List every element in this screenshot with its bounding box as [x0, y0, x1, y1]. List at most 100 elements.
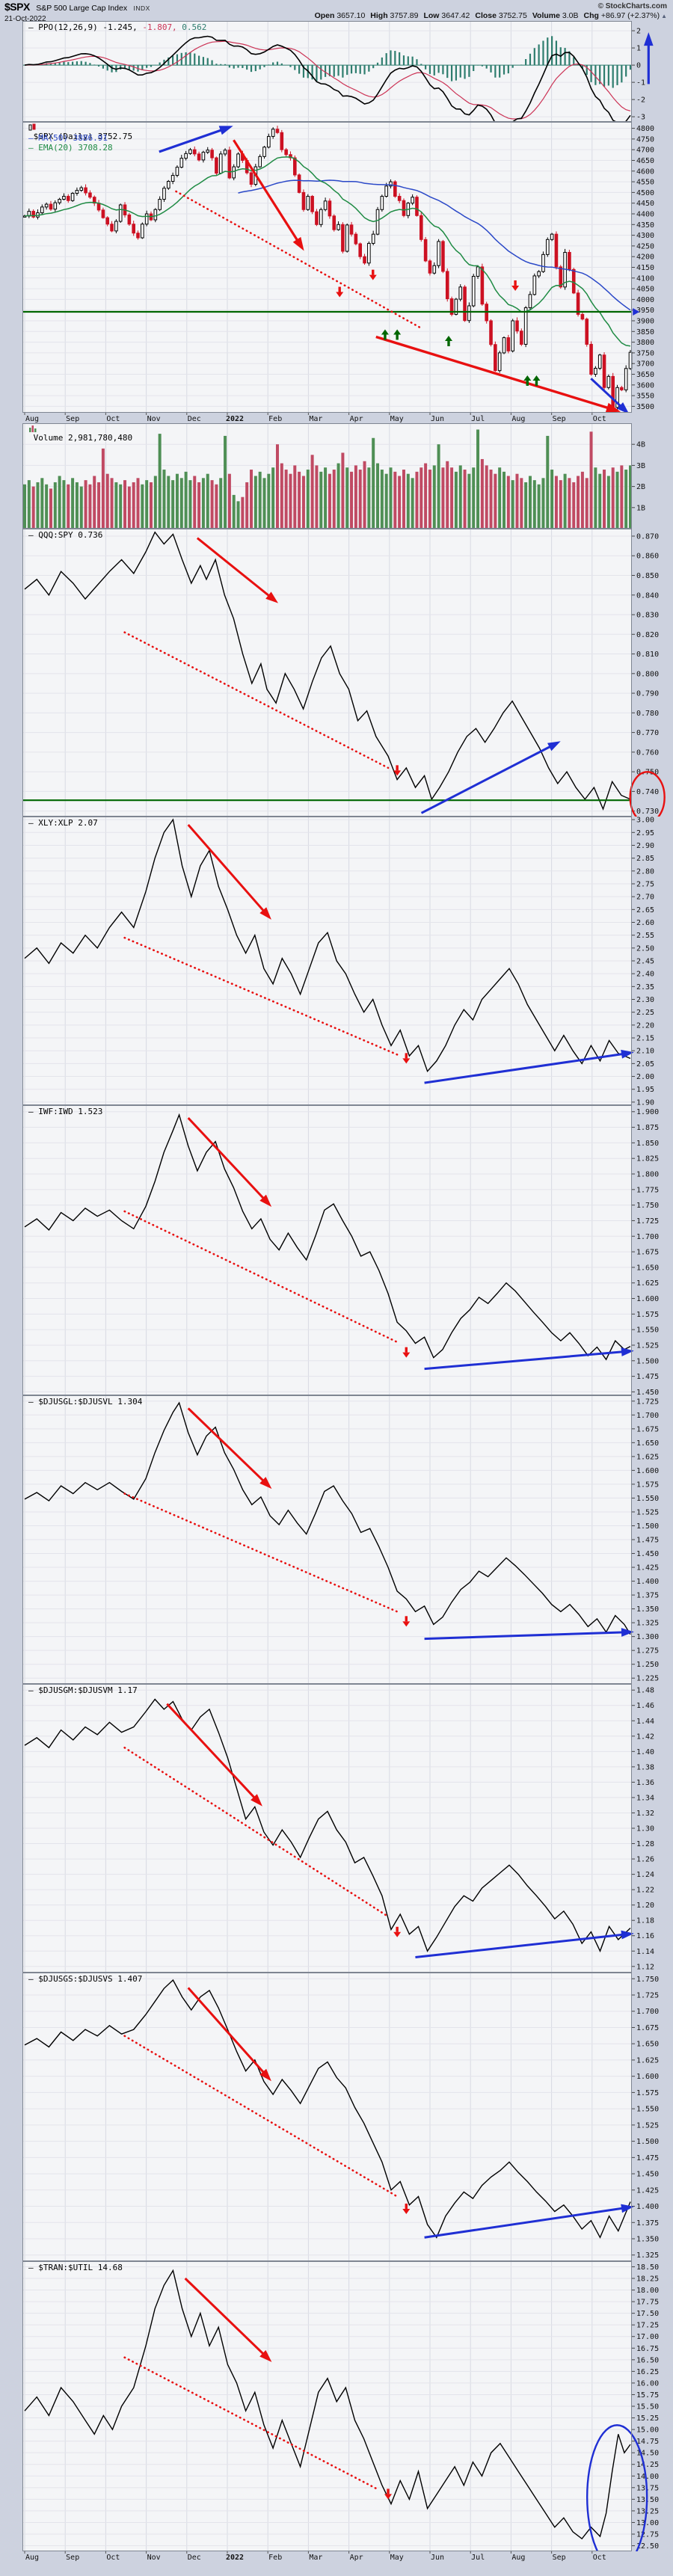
- axis-label: 1.600: [636, 1467, 659, 1475]
- date-label: Dec: [188, 415, 201, 423]
- axis-label: 1.48: [636, 1687, 654, 1695]
- axis-label: 1.575: [636, 2089, 659, 2097]
- legend-text: —: [28, 1107, 34, 1116]
- panel-iwf: 1.900 1.875 1.850 1.825 1.800 1.775 1.750 1.725…: [0, 1105, 673, 1395]
- axis-label: 18.25: [636, 2275, 659, 2284]
- axis-label: 15.50: [636, 2403, 659, 2411]
- panel-dates2: Aug Sep Oct Nov Dec 2022 Feb Mar Apr May Jun Jul Aug…: [0, 2551, 673, 2563]
- axis-label: 1.825: [636, 1155, 659, 1163]
- axis-label: 1.22: [636, 1887, 654, 1895]
- copyright: © StockCharts.com: [597, 2, 667, 10]
- legend-text: $SPX (Daily) 3752.75: [28, 132, 133, 141]
- axis-label: 1.525: [636, 2121, 659, 2130]
- axis-label: 1.800: [636, 1171, 659, 1179]
- quote-value: 3647.42: [439, 11, 470, 20]
- axis-label: 1.225: [636, 1675, 659, 1683]
- date-label: May: [390, 415, 404, 423]
- quote-value: 3657.10: [334, 11, 366, 20]
- axis-label: 1.40: [636, 1748, 654, 1756]
- axis-label: 16.50: [636, 2356, 659, 2364]
- axis-label: 3700: [636, 360, 654, 369]
- axis-label: 2B: [636, 483, 645, 491]
- axis-label: 1.750: [636, 1976, 659, 1984]
- date-label: Sep: [66, 2554, 79, 2562]
- axis-label: 1.400: [636, 1578, 659, 1586]
- legend-tran-0: — $TRAN:$UTIL 14.68: [28, 2263, 123, 2272]
- axis-label: 1.38: [636, 1763, 654, 1771]
- axis-label: 4500: [636, 189, 654, 197]
- axis-label: 2.70: [636, 894, 654, 902]
- axis-label: 15.75: [636, 2391, 659, 2400]
- legend-text: —: [28, 1685, 34, 1695]
- date-label: Aug: [25, 2554, 39, 2562]
- axis-label: 1.30: [636, 1825, 654, 1833]
- axis-label: 1.34: [636, 1794, 654, 1802]
- axis-label: 1.24: [636, 1871, 654, 1879]
- axis-label: 3B: [636, 462, 645, 470]
- axis-label: 17.75: [636, 2299, 659, 2307]
- legend-text: PPO(12,26,9) -1.245,: [33, 22, 138, 32]
- axis-label: 12.75: [636, 2530, 659, 2539]
- axis-label: 0.730: [636, 808, 659, 816]
- axis-label: 0.770: [636, 729, 659, 737]
- date-label: Oct: [106, 415, 120, 423]
- axis-label: 4700: [636, 147, 654, 155]
- axis-label: 15.25: [636, 2414, 659, 2423]
- legend-vol-0: Volume 2,981,780,480: [28, 425, 132, 443]
- axis-label: 1.475: [636, 1537, 659, 1545]
- axis-label: 1.550: [636, 1327, 659, 1335]
- axis-label: 2.05: [636, 1060, 654, 1069]
- panel-vol: 4B 3B 2B 1B Volume 2,981,780,480: [0, 423, 673, 529]
- quote-value: 3757.89: [387, 11, 419, 20]
- axis-label: 1.350: [636, 2236, 659, 2244]
- axis-label: 4250: [636, 242, 654, 250]
- axis-label: 1.250: [636, 1661, 659, 1669]
- date-label: Nov: [147, 2554, 161, 2562]
- axis-label: 2: [636, 28, 641, 36]
- axis-label: 1.350: [636, 1605, 659, 1614]
- panel-ppo: 2 1 0 -1 -2 -3 — PPO(12,26,9) -1.245, -1.807, …: [0, 21, 673, 122]
- quote-value: 3.0B: [559, 11, 579, 20]
- panel-qqq: 0.870 0.860 0.850 0.840 0.830 0.820 0.810 0.800…: [0, 529, 673, 817]
- legend-text: $DJUSGM:$DJUSVM 1.17: [33, 1685, 138, 1695]
- date-label: Aug: [511, 415, 525, 423]
- date-label: Oct: [593, 2554, 606, 2562]
- axis-label: 1.600: [636, 1295, 659, 1303]
- axis-label: 1.42: [636, 1733, 654, 1741]
- axis-label: 2.65: [636, 906, 654, 914]
- axis-label: 2.00: [636, 1073, 654, 1081]
- panel-svg-gm: 1.48 1.46 1.44 1.42 1.40 1.38 1.36 1.34 1.32 1.30…: [22, 1684, 654, 1973]
- axis-label: 1.575: [636, 1481, 659, 1489]
- axis-label: 3800: [636, 339, 654, 347]
- panel-svg-spx: 4800 4750 4700 4650 4600 4550 4500 4450 4400 4350…: [22, 122, 654, 413]
- axis-label: 1.14: [636, 1948, 654, 1956]
- panel-svg-tran: 18.50 18.25 18.00 17.75 17.50 17.25 17.00 16.75…: [22, 2261, 659, 2551]
- axis-label: 1.500: [636, 1357, 659, 1365]
- legend-text: $DJUSGS:$DJUSVS 1.407: [33, 1974, 143, 1984]
- date-label: Mar: [309, 2554, 322, 2562]
- axis-label: 4400: [636, 210, 654, 218]
- legend-text: —: [28, 133, 34, 143]
- axis-label: 1.450: [636, 1389, 659, 1395]
- legend-text: 0.562: [176, 22, 207, 32]
- date-label: Jul: [471, 415, 485, 423]
- legend-text: $DJUSGL:$DJUSVL 1.304: [33, 1397, 143, 1407]
- axis-label: 0.820: [636, 631, 659, 639]
- axis-label: 4550: [636, 179, 654, 187]
- axis-label: 14.25: [636, 2461, 659, 2469]
- axis-label: 1.900: [636, 1108, 659, 1116]
- axis-label: 18.00: [636, 2287, 659, 2295]
- axis-label: 0.870: [636, 532, 659, 541]
- date-label: Apr: [350, 2554, 363, 2562]
- axis-label: 0.810: [636, 651, 659, 659]
- axis-label: 1.18: [636, 1917, 654, 1925]
- panel-dates1: Aug Sep Oct Nov Dec 2022 Feb Mar Apr May Jun Jul Aug…: [0, 413, 673, 423]
- axis-label: 4650: [636, 157, 654, 165]
- axis-label: 4100: [636, 274, 654, 283]
- axis-label: 1.600: [636, 2073, 659, 2081]
- date-label: Jun: [431, 415, 444, 423]
- axis-label: 1.325: [636, 1620, 659, 1628]
- axis-label: 1.700: [636, 1233, 659, 1241]
- axis-label: 1: [636, 45, 641, 53]
- date-label: 2022: [226, 2554, 244, 2562]
